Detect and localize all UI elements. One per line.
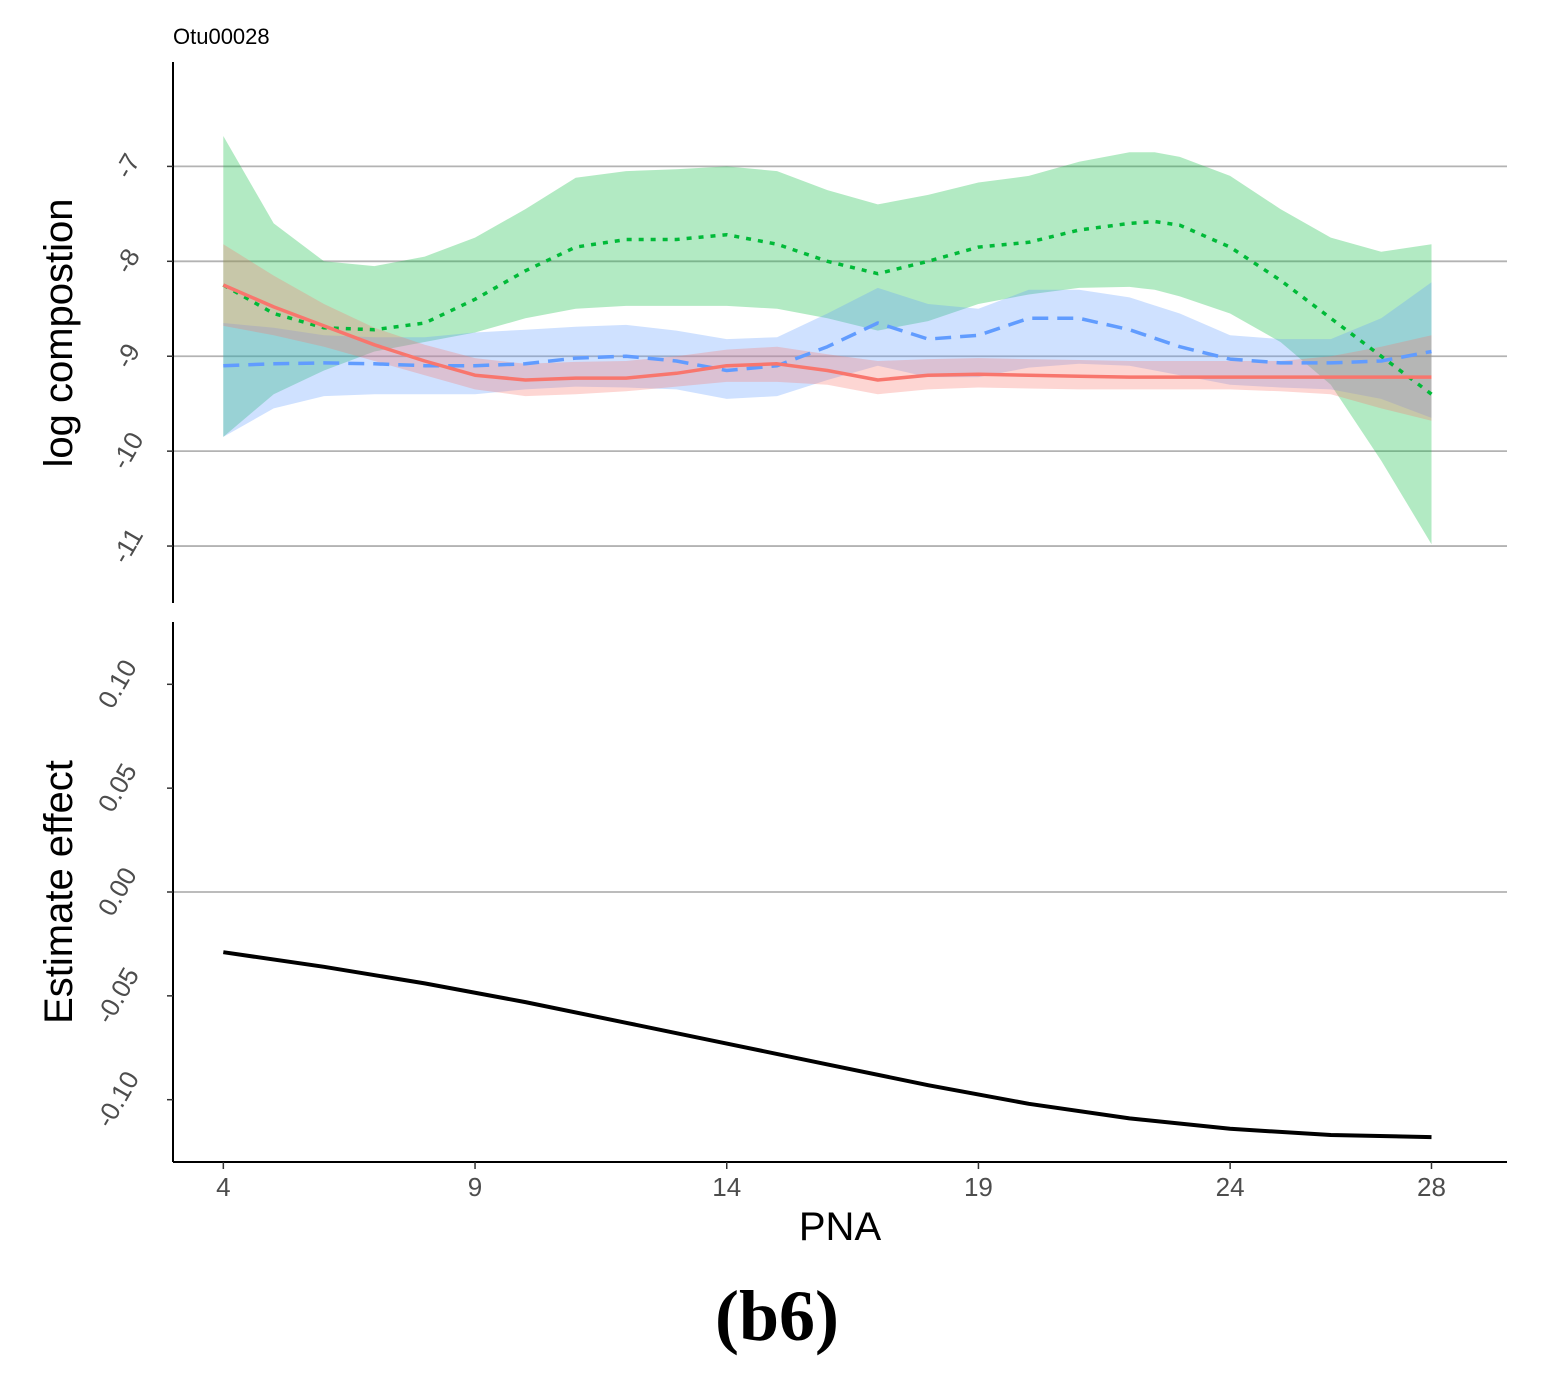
top-y-tick-label: -8 [108, 243, 146, 278]
top-lines [222, 219, 1433, 396]
bottom-y-axis-title: Estimate effect [37, 760, 81, 1024]
x-ticks: 4 9 14 19 24 28 [216, 1162, 1446, 1202]
bottom-y-tick-label: 0.00 [92, 862, 143, 921]
top-y-tick-label: -7 [108, 148, 146, 183]
top-gridlines [173, 165, 1507, 547]
x-tick-label: 9 [468, 1172, 482, 1202]
panel-title: Otu00028 [173, 24, 270, 49]
bottom-y-tick-label: -0.05 [89, 962, 145, 1028]
line-green [222, 219, 1433, 396]
bottom-y-tick-label: 0.10 [92, 654, 143, 713]
line-red [222, 283, 1432, 382]
bottom-y-tick-label: 0.05 [92, 758, 143, 817]
x-axis-title: PNA [799, 1205, 882, 1249]
top-y-tick-label: -10 [105, 427, 150, 475]
bottom-panel: -0.10 -0.05 0.00 0.05 0.10 4 9 14 19 24 28 Estima… [37, 622, 1507, 1249]
top-y-axis-title: log compostion [37, 198, 81, 467]
line-estimate [223, 950, 1432, 1140]
bottom-y-tick-label: -0.10 [89, 1066, 145, 1132]
top-y-ticks: -11 -10 -9 -8 -7 [105, 148, 173, 568]
top-ribbons [223, 136, 1432, 545]
x-tick-label: 4 [216, 1172, 230, 1202]
bottom-lines [223, 950, 1432, 1140]
figure-caption: (b6) [715, 1276, 839, 1356]
ribbon-green [223, 136, 1432, 545]
bottom-y-ticks: -0.10 -0.05 0.00 0.05 0.10 [89, 654, 173, 1132]
x-tick-label: 24 [1216, 1172, 1245, 1202]
top-y-tick-label: -9 [108, 338, 146, 373]
top-y-tick-label: -11 [105, 523, 149, 569]
top-panel: -11 -10 -9 -8 -7 Otu00028 log compostion [37, 24, 1507, 603]
ribbon-blue [223, 282, 1432, 437]
line-blue [223, 316, 1432, 373]
x-tick-label: 14 [712, 1172, 741, 1202]
x-tick-label: 19 [964, 1172, 993, 1202]
x-tick-label: 28 [1417, 1172, 1446, 1202]
